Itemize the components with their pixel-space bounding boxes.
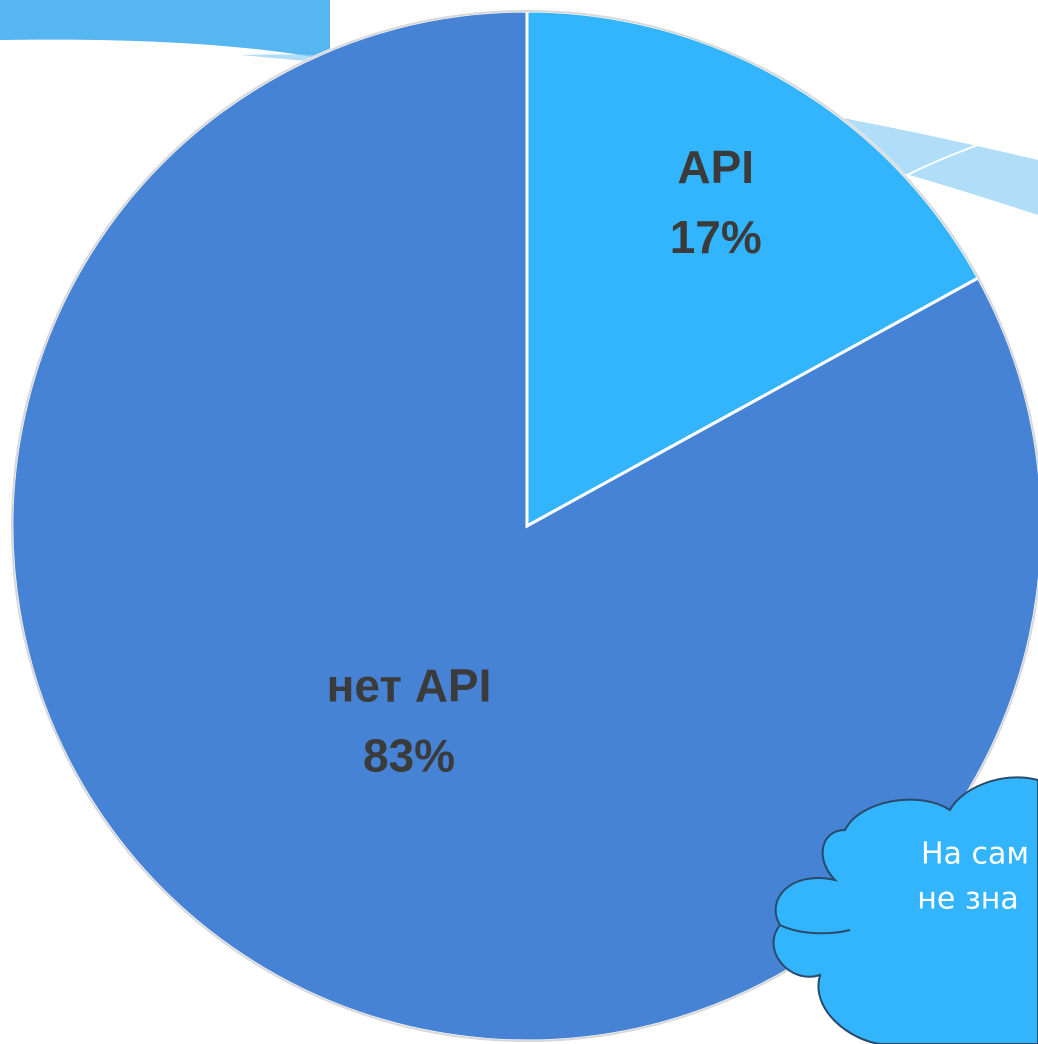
thought-cloud: На сам не зна [772, 776, 1038, 1044]
annotation: На сам [921, 837, 1029, 872]
slice-label: API [677, 141, 754, 193]
data-labels: API 17% нет API 83% [327, 141, 762, 782]
pie [10, 9, 1038, 1043]
slice-value-label: 17% [670, 211, 762, 263]
slice-label: нет API [327, 660, 492, 712]
annotation: не зна [917, 882, 1019, 917]
slice-value-label: 83% [363, 730, 455, 782]
pie-outline [11, 10, 1038, 1042]
